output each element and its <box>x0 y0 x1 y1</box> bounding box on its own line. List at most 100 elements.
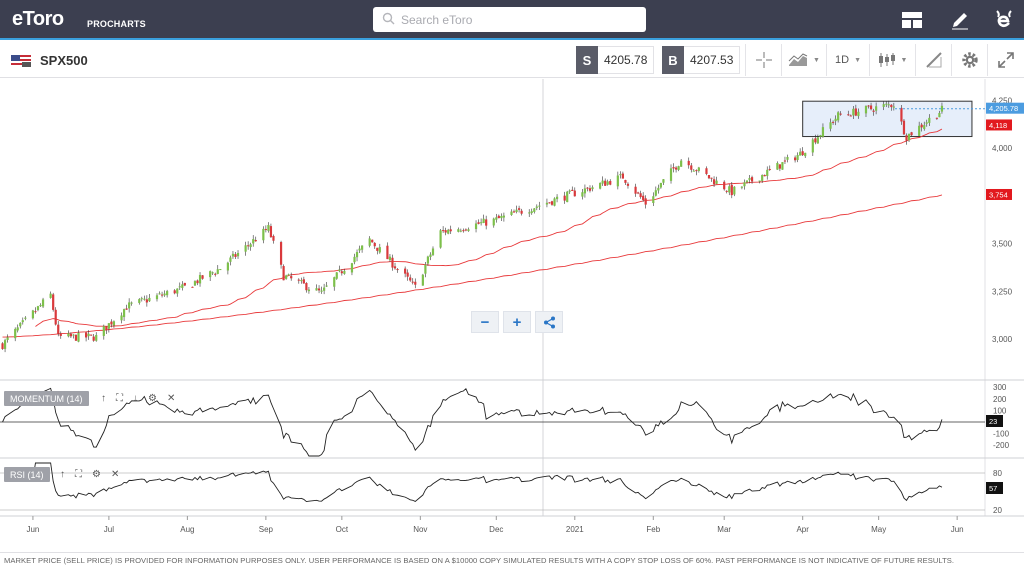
move-up-icon[interactable]: ↑ <box>60 469 65 480</box>
search-input[interactable] <box>401 11 636 28</box>
candle <box>411 278 414 285</box>
candle-body <box>872 110 875 112</box>
instrument-symbol[interactable]: SPX500 <box>40 53 88 68</box>
candle-body <box>252 239 255 244</box>
range-rectangle[interactable] <box>802 100 973 138</box>
candle-body <box>715 180 718 184</box>
candle-body <box>892 106 895 108</box>
candle-body <box>530 211 533 214</box>
candle <box>882 101 885 111</box>
time-axis-label: Feb <box>646 525 660 534</box>
candle-body <box>644 198 647 205</box>
move-down-icon[interactable]: ↓ <box>133 393 138 404</box>
candle-body <box>793 157 797 161</box>
candle <box>707 174 711 180</box>
candle <box>72 334 75 339</box>
candle-body <box>343 270 346 274</box>
time-axis-label: 2021 <box>566 525 584 534</box>
buy-price-box[interactable]: B 4207.53 <box>662 46 741 74</box>
search-box[interactable] <box>373 7 646 32</box>
candle-body <box>173 290 176 294</box>
settings-button[interactable] <box>951 44 987 76</box>
candle <box>143 295 146 301</box>
candle <box>183 282 186 287</box>
candle <box>829 118 832 132</box>
candle <box>95 332 98 342</box>
pencil-icon[interactable] <box>947 7 973 33</box>
candle-body <box>21 320 24 323</box>
candle-body <box>477 222 480 224</box>
candle-body <box>1 343 4 350</box>
gear-icon[interactable]: ⚙ <box>148 393 157 404</box>
chart-type-button[interactable]: ▼ <box>781 44 826 76</box>
fullscreen-button[interactable] <box>987 44 1024 76</box>
candle-body <box>95 335 98 341</box>
candle <box>758 180 761 184</box>
candle <box>837 111 840 123</box>
candle-body <box>566 191 569 203</box>
candle-body <box>814 138 817 143</box>
close-icon[interactable]: ✕ <box>110 469 120 480</box>
candle <box>421 273 424 286</box>
candle <box>102 324 105 340</box>
share-button[interactable] <box>535 311 563 333</box>
candle-body <box>783 160 787 162</box>
etoro-logo[interactable]: eToro <box>12 8 64 30</box>
candle-body <box>619 174 622 176</box>
candle <box>219 269 222 271</box>
candle-body <box>497 215 500 219</box>
layout-icon[interactable] <box>899 7 925 33</box>
candle-body <box>323 287 326 291</box>
candle-body <box>340 271 343 274</box>
move-up-icon[interactable]: ↑ <box>101 393 106 404</box>
maximize-icon[interactable]: ⛶ <box>75 469 82 480</box>
candle-body <box>869 105 873 110</box>
candle <box>517 205 521 213</box>
candle <box>905 133 908 145</box>
candle-body <box>145 299 148 303</box>
candle <box>781 162 784 170</box>
candle-body <box>214 273 217 275</box>
candle-body <box>125 308 128 310</box>
candle <box>923 121 926 131</box>
candle <box>588 185 592 193</box>
procharts-label: PROCHARTS <box>87 19 146 29</box>
close-icon[interactable]: ✕ <box>166 393 176 404</box>
crosshair-button[interactable] <box>745 44 781 76</box>
candle-body <box>396 269 399 271</box>
candle-body <box>882 104 885 107</box>
candle-body <box>695 170 698 172</box>
interval-button[interactable]: 1D ▼ <box>826 44 869 76</box>
candle-body <box>586 187 589 189</box>
maximize-icon[interactable]: ⛶ <box>116 393 123 404</box>
candle-body <box>77 332 80 342</box>
candle <box>373 242 376 249</box>
zoom-out-button[interactable]: − <box>471 311 499 333</box>
etoro-e-icon[interactable] <box>991 7 1017 33</box>
indicators-button[interactable]: ▼ <box>869 44 915 76</box>
candle-body <box>528 212 531 214</box>
drawing-tools-button[interactable] <box>915 44 951 76</box>
candle-body <box>616 175 619 187</box>
caret-down-icon: ▼ <box>900 56 908 64</box>
candle <box>315 284 318 291</box>
candle <box>196 279 199 286</box>
candle-body <box>107 323 110 329</box>
zoom-in-button[interactable]: + <box>503 311 531 333</box>
candle <box>690 163 693 173</box>
candle <box>290 272 293 281</box>
candle-body <box>315 288 318 291</box>
candle <box>138 298 141 305</box>
gear-icon[interactable]: ⚙ <box>92 469 101 480</box>
momentum-label[interactable]: MOMENTUM (14) <box>4 391 89 406</box>
candle-body <box>781 162 784 170</box>
candle <box>393 262 397 270</box>
sell-price-box[interactable]: S 4205.78 <box>576 46 655 74</box>
candle-body <box>515 209 518 213</box>
rsi-label[interactable]: RSI (14) <box>4 467 50 482</box>
candle-body <box>84 332 88 338</box>
candle <box>816 134 819 144</box>
candle-body <box>811 139 814 153</box>
candle-body <box>355 252 359 258</box>
